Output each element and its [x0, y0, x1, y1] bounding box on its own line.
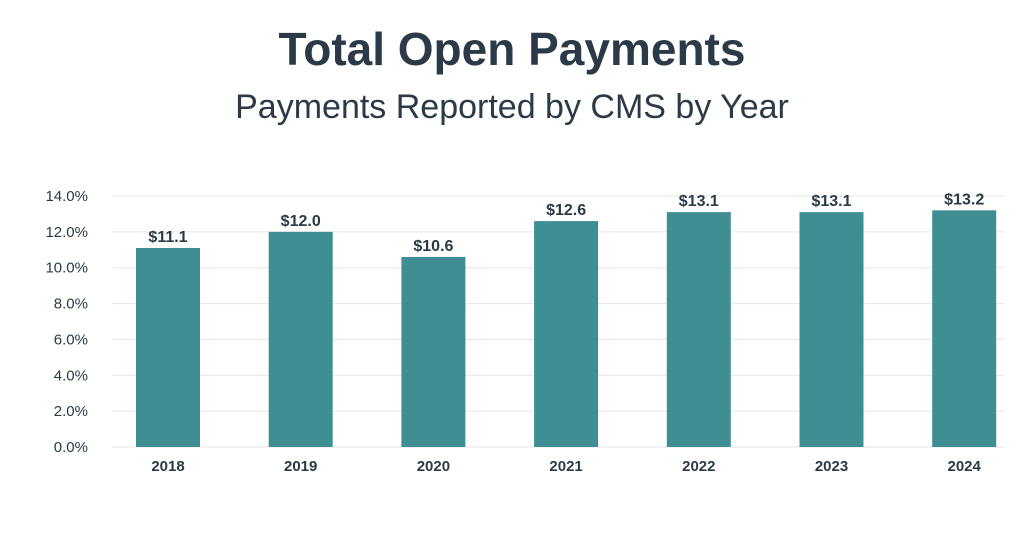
chart-title: Total Open Payments [278, 23, 746, 75]
bar-2019 [268, 231, 333, 447]
y-tick-label: 2.0% [54, 403, 88, 420]
y-tick-label: 6.0% [54, 331, 88, 348]
data-label-2021: $12.6 [546, 202, 586, 219]
bar-2018 [136, 247, 200, 447]
y-tick-label: 8.0% [54, 296, 88, 313]
data-label-2022: $13.1 [679, 193, 719, 210]
y-axis: 0.0% 2.0% 4.0% 6.0% 8.0% 10.0% 12.0% 14.0% [45, 188, 88, 456]
bars [136, 210, 997, 447]
data-label-2023: $13.1 [811, 193, 851, 210]
data-label-2024: $13.2 [944, 191, 984, 208]
bar-2023 [799, 212, 864, 447]
x-tick-label-2023: 2023 [815, 458, 848, 475]
x-tick-label-2024: 2024 [948, 458, 982, 475]
y-tick-label: 12.0% [45, 224, 88, 241]
x-tick-label-2021: 2021 [549, 458, 582, 475]
bar-2021 [534, 221, 599, 447]
data-labels: $11.1 $12.0 $10.6 $12.6 $13.1 $13.1 $13.2 [148, 191, 984, 255]
y-tick-label: 4.0% [54, 367, 88, 384]
bar-2020 [401, 256, 466, 447]
x-tick-label-2018: 2018 [151, 458, 184, 475]
chart-subtitle: Payments Reported by CMS by Year [235, 88, 789, 126]
x-tick-label-2019: 2019 [284, 458, 317, 475]
y-tick-label: 14.0% [45, 188, 88, 205]
data-label-2020: $10.6 [413, 238, 453, 255]
x-tick-label-2022: 2022 [682, 458, 715, 475]
y-tick-label: 10.0% [45, 260, 88, 277]
y-tick-label: 0.0% [54, 439, 88, 456]
data-label-2018: $11.1 [148, 229, 187, 246]
bar-2024 [932, 210, 997, 447]
data-label-2019: $12.0 [281, 213, 321, 230]
bar-2022 [666, 212, 731, 447]
x-axis: 2018 2019 2020 2021 2022 2023 2024 [151, 458, 981, 475]
x-tick-label-2020: 2020 [417, 458, 450, 475]
